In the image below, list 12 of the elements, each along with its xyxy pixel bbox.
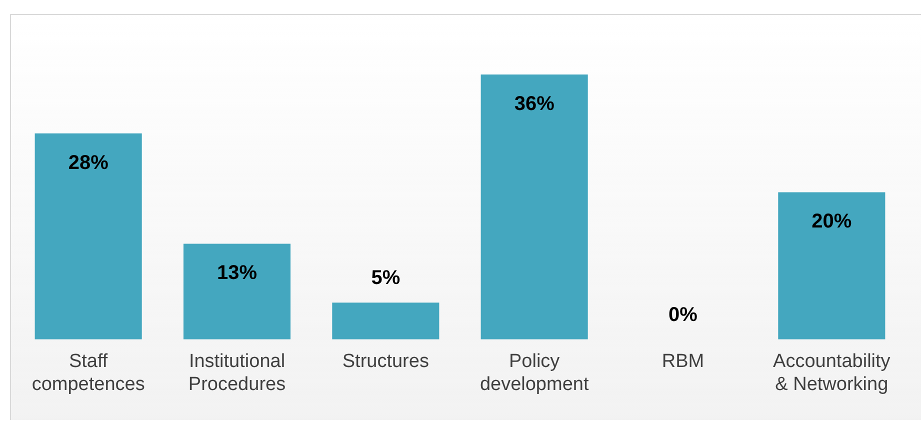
data-label: 13%	[216, 262, 258, 284]
data-label: 36%	[514, 92, 555, 115]
data-label: 5%	[371, 267, 400, 290]
x-tick-label: RBM	[662, 351, 704, 372]
x-tick-label: Structures	[342, 351, 429, 372]
x-tick-label: Accountability & Networking	[773, 351, 891, 395]
x-tick-label: Institutional Procedures	[188, 351, 286, 395]
data-label: 0%	[668, 304, 698, 326]
x-tick-label: Policy development	[480, 351, 590, 395]
data-label: 20%	[812, 210, 852, 233]
x-tick-label: Staff competences	[32, 351, 145, 395]
data-label: 28%	[68, 152, 109, 174]
